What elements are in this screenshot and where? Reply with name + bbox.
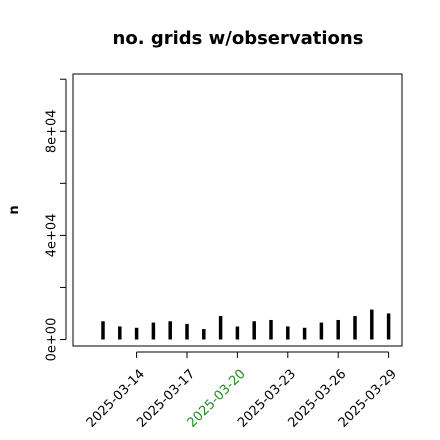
y-axis-label: n bbox=[7, 205, 22, 214]
x-axis: 2025-03-142025-03-172025-03-202025-03-23… bbox=[84, 351, 400, 431]
y-tick-label: 0e+00 bbox=[45, 318, 60, 362]
y-axis: 0e+00 4e+04 8e+04 bbox=[45, 78, 67, 362]
plot-frame bbox=[72, 73, 403, 347]
bars bbox=[101, 309, 391, 340]
chart-title: no. grids w/observations bbox=[113, 28, 364, 49]
y-tick-label: 4e+04 bbox=[45, 214, 60, 258]
y-tick-label: 8e+04 bbox=[45, 109, 60, 153]
